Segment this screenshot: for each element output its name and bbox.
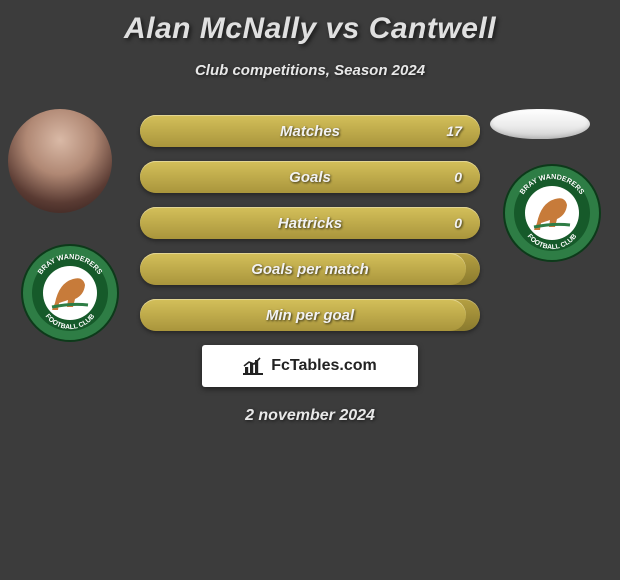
brand-box[interactable]: FcTables.com <box>202 345 418 387</box>
stat-value: 17 <box>446 115 462 147</box>
club-crest-left: BRAY WANDERERS FOOTBALL CLUB <box>20 243 120 343</box>
player-left-avatar <box>8 109 112 213</box>
stat-row: Goals0 <box>140 161 480 193</box>
stat-value: 0 <box>454 207 462 239</box>
stat-label: Goals per match <box>140 253 480 285</box>
stat-row: Goals per match <box>140 253 480 285</box>
stat-row: Matches17 <box>140 115 480 147</box>
stat-row: Hattricks0 <box>140 207 480 239</box>
bar-chart-icon <box>243 357 265 375</box>
brand-text: FcTables.com <box>271 357 377 375</box>
club-crest-right: BRAY WANDERERS FOOTBALL CLUB <box>502 163 602 263</box>
player-right-placeholder <box>490 109 590 139</box>
stat-label: Goals <box>140 161 480 193</box>
page-title: Alan McNally vs Cantwell <box>0 0 620 46</box>
stat-bars: Matches17Goals0Hattricks0Goals per match… <box>140 115 480 331</box>
comparison-content: BRAY WANDERERS FOOTBALL CLUB BRAY WANDER… <box>0 115 620 425</box>
stat-label: Matches <box>140 115 480 147</box>
stat-row: Min per goal <box>140 299 480 331</box>
stat-label: Min per goal <box>140 299 480 331</box>
date-text: 2 november 2024 <box>0 407 620 425</box>
stat-value: 0 <box>454 161 462 193</box>
subtitle: Club competitions, Season 2024 <box>0 62 620 79</box>
stat-label: Hattricks <box>140 207 480 239</box>
